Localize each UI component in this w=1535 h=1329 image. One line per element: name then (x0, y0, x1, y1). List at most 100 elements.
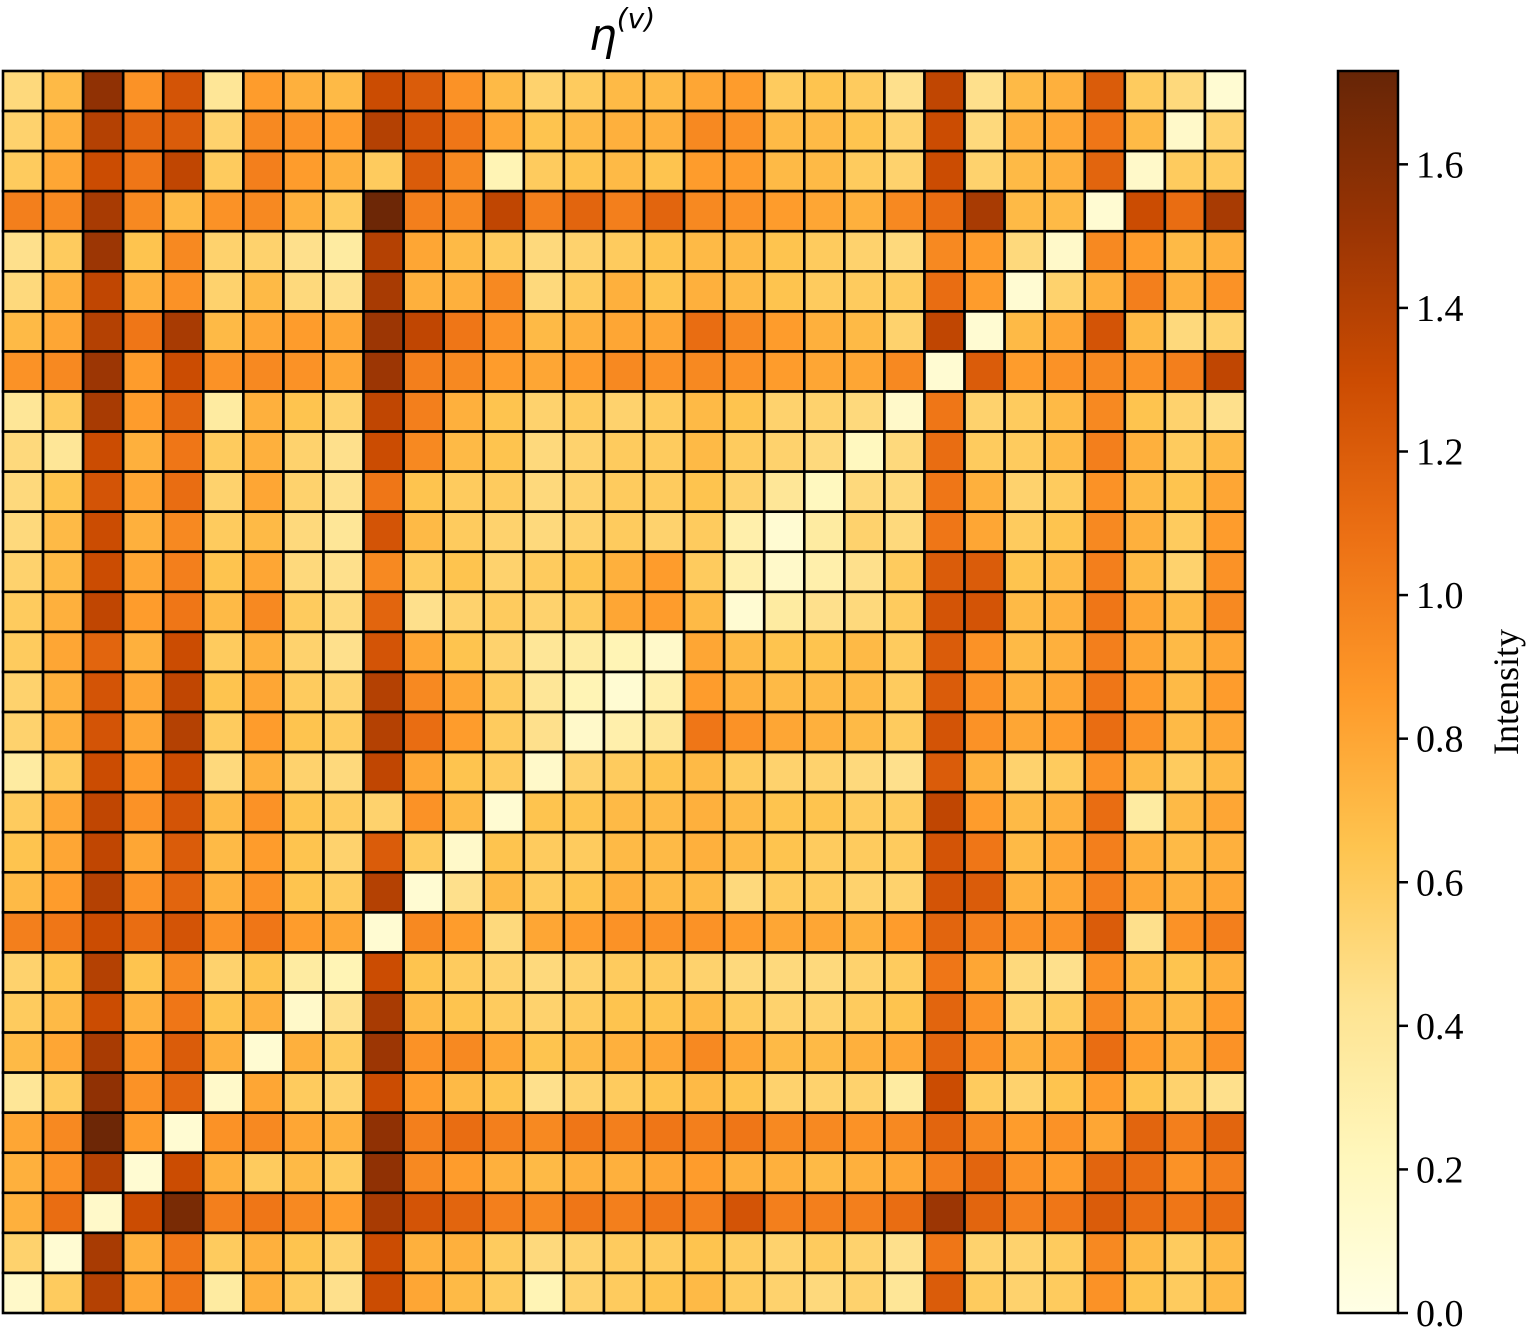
heatmap-cell (161, 1191, 205, 1235)
heatmap-cell (322, 229, 365, 273)
heatmap-cell (1083, 390, 1127, 433)
heatmap-cell (121, 1111, 165, 1155)
heatmap-cell (41, 1111, 85, 1155)
heatmap-cell (121, 630, 165, 674)
heatmap-cell (1003, 109, 1046, 153)
heatmap-cell (802, 1191, 846, 1235)
heatmap-cell (282, 1031, 325, 1074)
heatmap-cell (1163, 470, 1207, 514)
heatmap-cell (722, 870, 766, 914)
heatmap-cell (1123, 69, 1167, 113)
heatmap-cell (482, 189, 526, 233)
heatmap-cell (1163, 750, 1207, 794)
heatmap-cell (522, 1191, 566, 1235)
colorbar-tick-label: 1.4 (1416, 288, 1464, 330)
heatmap-cell (81, 750, 125, 794)
heatmap-cell (642, 470, 686, 514)
heatmap-cell (322, 270, 365, 313)
heatmap-cell (362, 790, 405, 834)
heatmap-cell (202, 1271, 245, 1315)
heatmap-cell (963, 1231, 1006, 1275)
heatmap-cell (843, 470, 886, 514)
heatmap-cell (402, 1191, 446, 1235)
heatmap-cell (522, 1151, 566, 1195)
heatmap-cell (121, 911, 165, 954)
heatmap-cell (923, 911, 966, 954)
heatmap-cell (1, 630, 45, 674)
heatmap-cell (41, 870, 85, 914)
heatmap-cell (642, 1071, 686, 1114)
heatmap-cell (682, 550, 726, 594)
heatmap-cell (322, 109, 365, 153)
heatmap-cell (682, 430, 726, 473)
heatmap-cell (202, 1191, 245, 1235)
heatmap-cell (1083, 750, 1127, 794)
heatmap-cell (1083, 109, 1127, 153)
heatmap-cell (402, 470, 446, 514)
heatmap-cell (562, 270, 606, 313)
heatmap-cell (322, 830, 365, 874)
heatmap-cell (442, 1271, 486, 1315)
heatmap-cell (1203, 951, 1247, 994)
heatmap-cell (843, 710, 886, 754)
heatmap-cell (242, 229, 285, 273)
heatmap-cell (362, 390, 405, 433)
heatmap-cell (202, 390, 245, 433)
heatmap-cell (883, 710, 926, 754)
heatmap-cell (402, 911, 446, 954)
heatmap-cell (282, 870, 325, 914)
heatmap-cell (482, 430, 526, 473)
heatmap-cell (642, 1231, 686, 1275)
heatmap-cell (642, 911, 686, 954)
heatmap-cell (402, 229, 446, 273)
heatmap-cell (202, 189, 245, 233)
heatmap-cell (562, 1071, 606, 1114)
heatmap-cell (282, 911, 325, 954)
heatmap-cell (1123, 790, 1167, 834)
heatmap-cell (722, 830, 766, 874)
heatmap-cell (202, 951, 245, 994)
heatmap-cell (843, 350, 886, 393)
heatmap-cell (642, 229, 686, 273)
heatmap-cell (762, 991, 806, 1034)
heatmap-cell (121, 590, 165, 634)
heatmap-cell (1123, 590, 1167, 634)
heatmap-cell (161, 550, 205, 594)
heatmap-cell (482, 951, 526, 994)
heatmap-cell (963, 790, 1006, 834)
heatmap-cell (242, 470, 285, 514)
heatmap-cell (602, 790, 646, 834)
heatmap-cell (442, 1111, 486, 1155)
heatmap-cell (923, 670, 966, 714)
heatmap-cell (1, 870, 45, 914)
heatmap-cell (121, 1231, 165, 1275)
heatmap-cell (762, 69, 806, 113)
chart-title-main: η (589, 10, 617, 61)
heatmap-cell (522, 229, 566, 273)
heatmap-cell (642, 310, 686, 353)
heatmap-cell (843, 1191, 886, 1235)
heatmap-cell (41, 1191, 85, 1235)
heatmap-cell (883, 69, 926, 113)
heatmap-cell (1163, 109, 1207, 153)
heatmap-cell (1163, 710, 1207, 754)
heatmap-cell (1163, 1271, 1207, 1315)
heatmap-cell (282, 1271, 325, 1315)
heatmap-cell (1003, 149, 1046, 193)
heatmap-cell (402, 310, 446, 353)
heatmap-cell (1123, 390, 1167, 433)
heatmap-cell (161, 69, 205, 113)
heatmap-cell (282, 750, 325, 794)
heatmap-cell (802, 1271, 846, 1315)
heatmap-cell (161, 470, 205, 514)
heatmap-cell (81, 1271, 125, 1315)
heatmap-cell (963, 710, 1006, 754)
heatmap-cell (562, 550, 606, 594)
heatmap-cell (883, 1271, 926, 1315)
heatmap-cell (642, 270, 686, 313)
heatmap-cell (1123, 1231, 1167, 1275)
heatmap-cell (1163, 911, 1207, 954)
heatmap-cell (802, 991, 846, 1034)
heatmap-cell (602, 951, 646, 994)
heatmap-cell (121, 390, 165, 433)
